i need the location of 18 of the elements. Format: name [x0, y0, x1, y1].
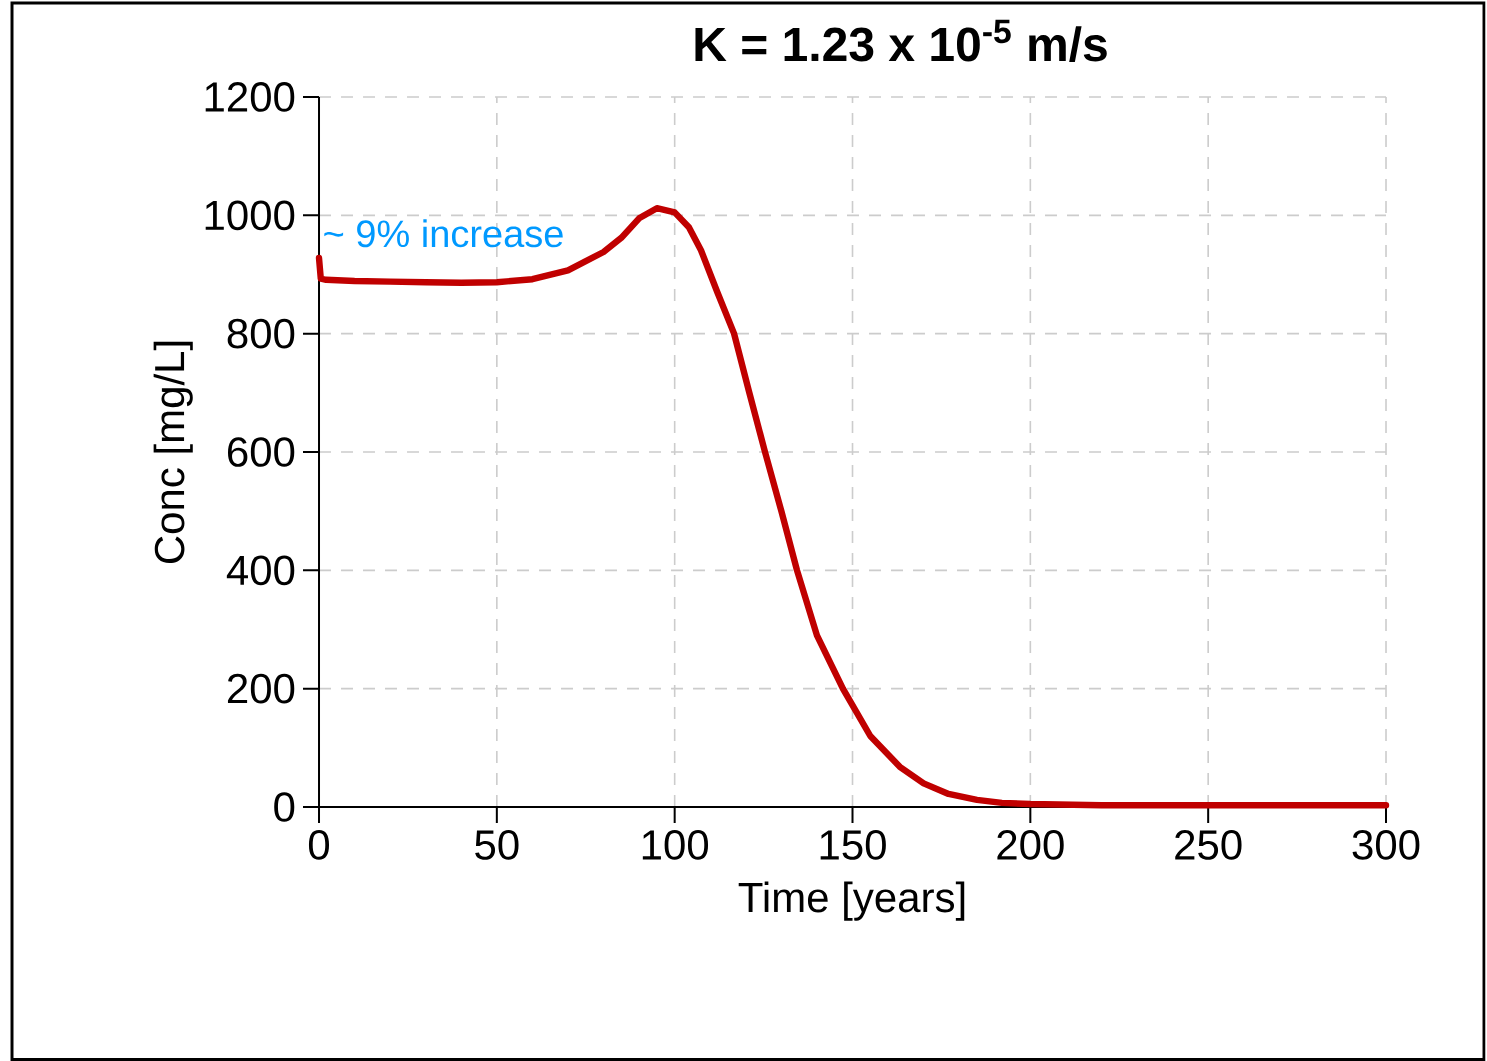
annotation: ~ 9% increase [324, 219, 563, 248]
y-tick-label: 0 [274, 792, 295, 822]
x-axis-title: Time [years] [738, 881, 965, 921]
x-tick-label: 150 [820, 830, 886, 860]
y-tick-label: 600 [227, 437, 295, 467]
x-tick-label: 100 [642, 830, 709, 860]
y-tick-label: 800 [227, 318, 295, 349]
x-tick-label: 250 [1175, 830, 1242, 860]
y-tick-label: 1200 [205, 82, 295, 112]
y-tick-label: 200 [227, 673, 295, 704]
y-tick-label: 400 [226, 555, 295, 586]
x-tick-label: 300 [1352, 830, 1420, 860]
x-tick-label: 0 [308, 830, 330, 860]
x-tick-label: 200 [997, 830, 1064, 860]
y-tick-label: 1000 [205, 200, 295, 231]
y-axis-title: Conc [mg/L] [153, 341, 193, 564]
chart-title: K = 1.23 x 10$^{-5}$ m/s [695, 19, 1107, 62]
x-tick-label: 50 [475, 830, 519, 860]
